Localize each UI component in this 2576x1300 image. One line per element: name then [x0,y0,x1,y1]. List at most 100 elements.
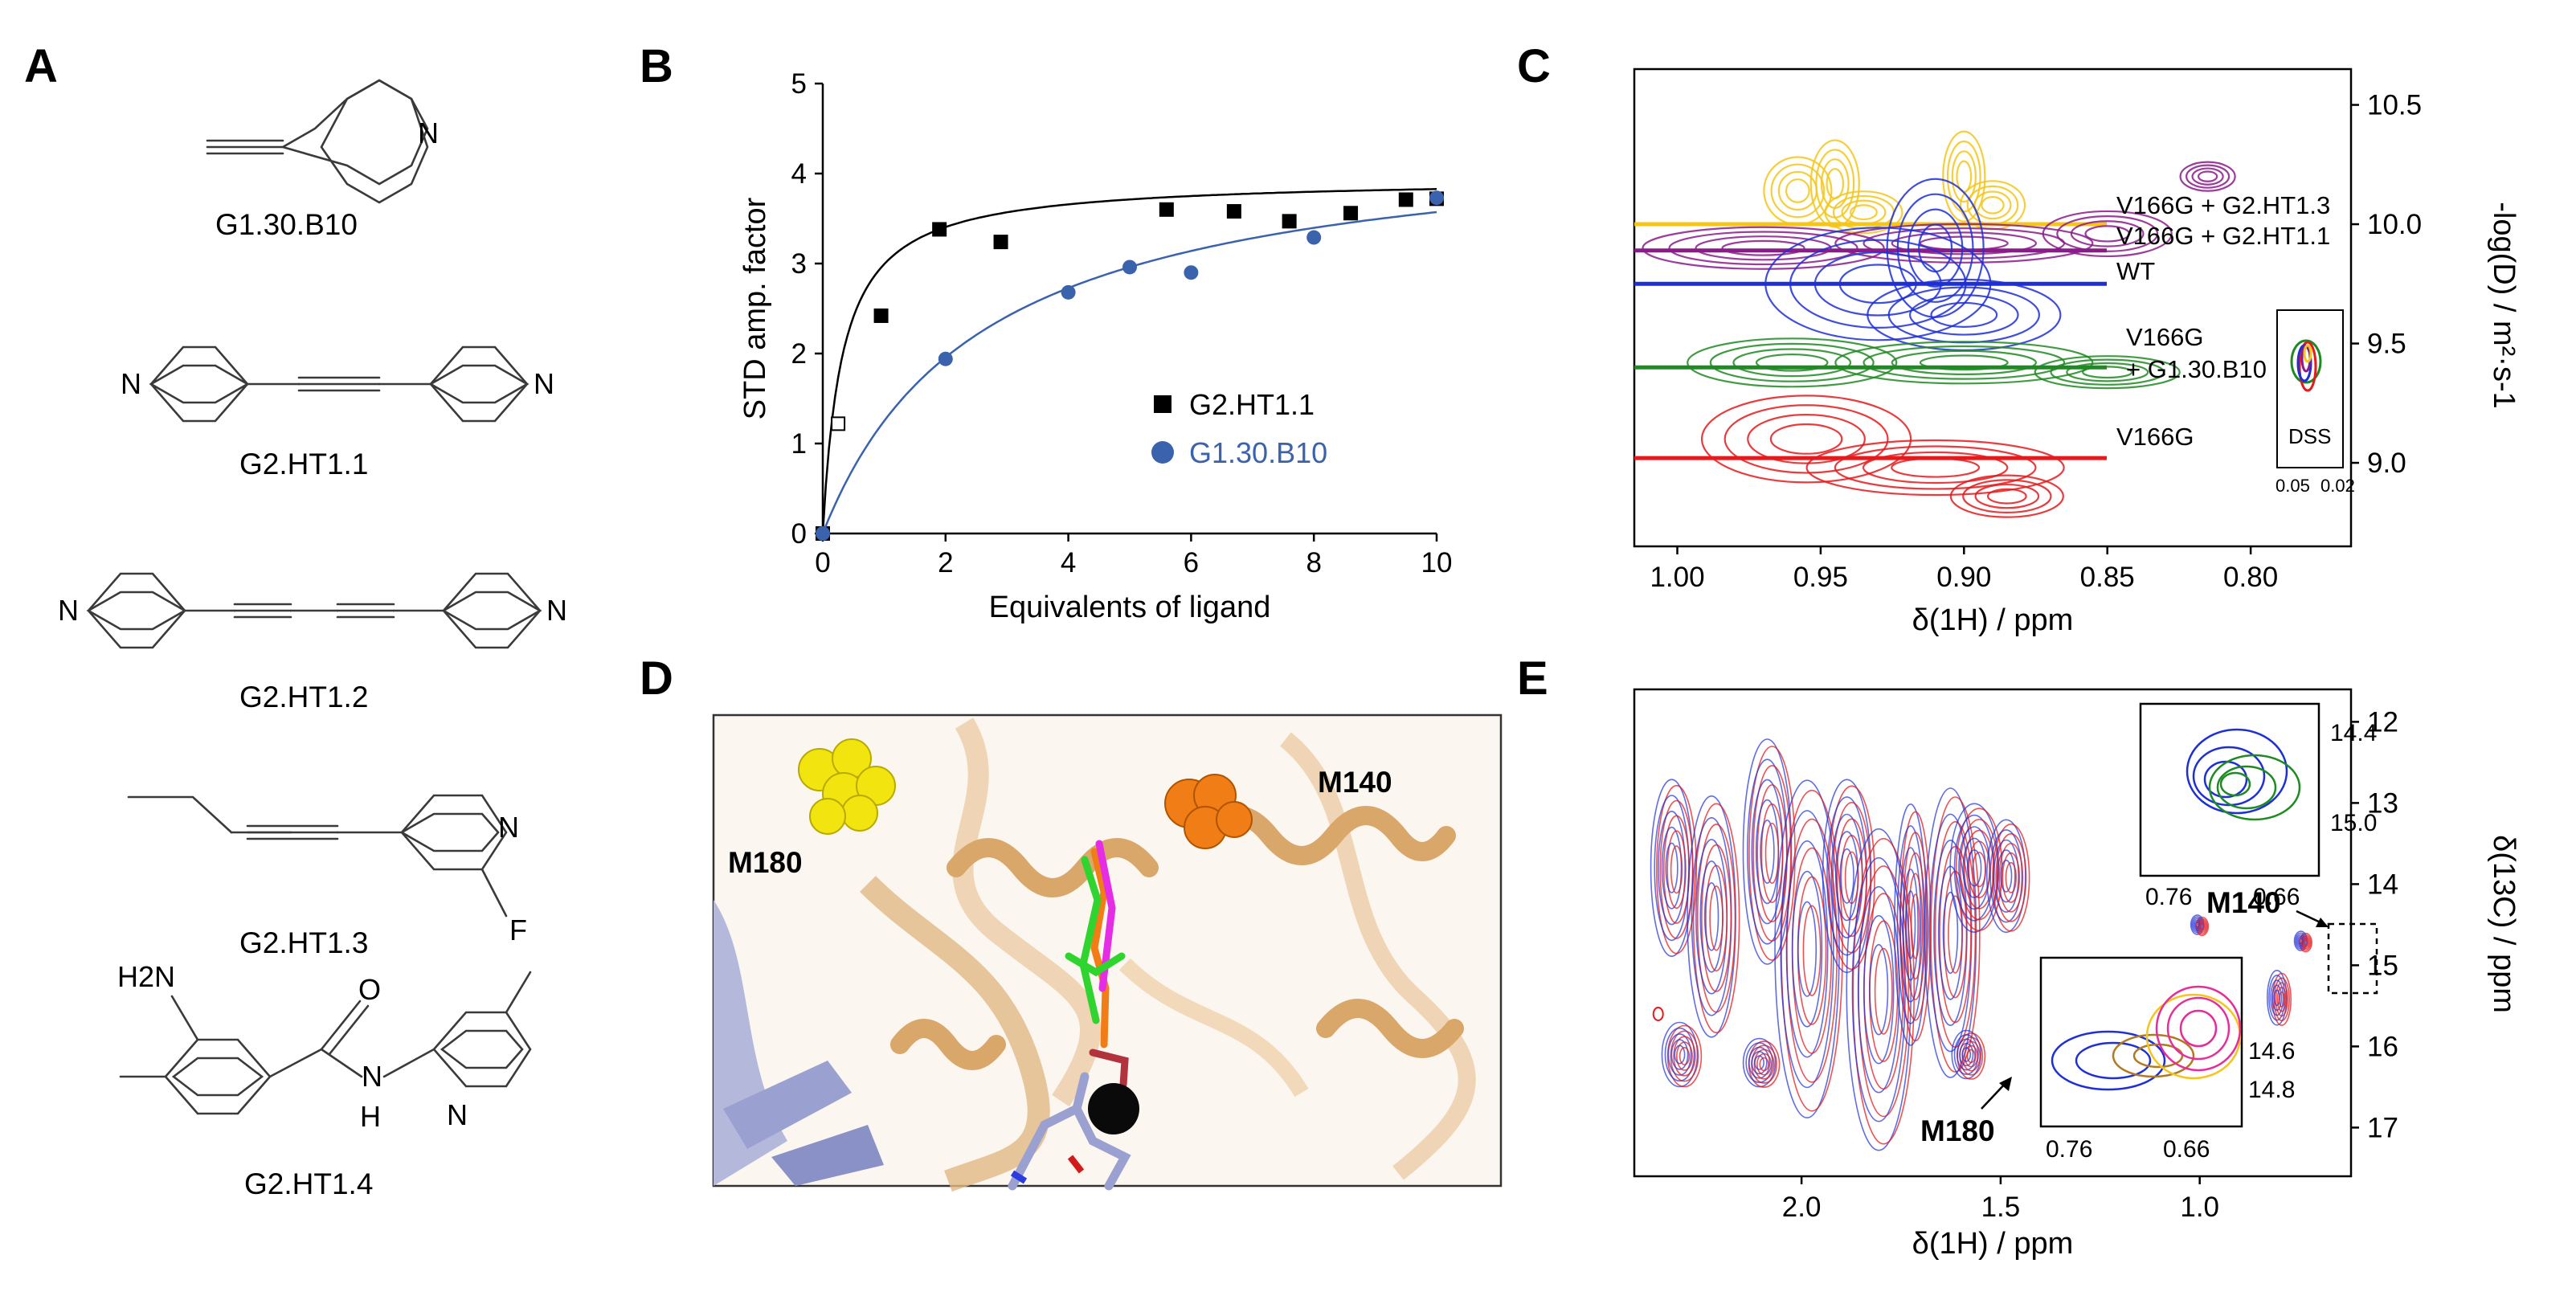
arrow-m180-head [1999,1077,2012,1091]
data-point-square [1282,214,1297,229]
contour-red [1656,784,1698,955]
contour-3 [2050,358,2165,386]
contour-red [1752,765,1792,942]
contour-blue [1797,901,1818,997]
contour-0 [1973,190,2012,220]
contour-4 [1834,445,2037,490]
contour-red [1709,885,1723,951]
data-point-square [873,308,889,323]
compound-name: G2.HT1.2 [239,681,368,713]
x-tick-label: 4 [1061,547,1076,578]
annotation-m140: M140 [2206,886,2281,919]
atom-n: N [121,367,141,400]
contour-4 [1986,488,2027,505]
contour-0 [1785,178,1810,203]
contour-3 [2066,362,2149,382]
contour-red [1756,1053,1773,1076]
contour-blue [1760,819,1775,884]
contour-2 [1907,208,1964,288]
inset-tick: 0.66 [2253,884,2300,910]
x-tick-label: 0 [815,547,830,578]
contour-1 [1695,235,1832,261]
contour-red [1968,840,1991,898]
inset-tick: 0.02 [2320,476,2355,496]
contour-4 [1891,457,1981,478]
contour-0 [1770,163,1826,219]
contour-blue [1667,1033,1692,1076]
data-point-circle [816,526,830,541]
contour-0 [1959,180,2026,231]
contour-4 [1805,439,2065,497]
contour-red [1670,845,1683,894]
plot-frame [1633,688,2353,1178]
contour-blue [1754,1055,1764,1070]
contour-blue [1894,803,1928,1046]
inset-tick: 0.05 [2275,476,2310,496]
fit-curve-0 [821,188,1437,534]
contour-0 [1981,195,2005,215]
contour-3 [1709,342,1875,382]
series-label: WT [2116,257,2155,285]
contour-red [1666,830,1687,910]
inset-bottom: 14.6 14.8 0.76 0.66 [2039,956,2295,1163]
contour-3 [1732,348,1852,378]
data-point-circle [1061,284,1076,300]
inset-tick: 15.0 [2330,810,2377,836]
contour-red [1802,905,1822,996]
contour-4 [1949,474,2064,518]
contour-0 [1942,130,1986,223]
plot-frame [1633,67,2353,548]
x-tick-label: 1.0 [2180,1192,2219,1223]
data-point-circle [1122,260,1137,275]
x-tick-label: 2 [938,547,953,578]
compound-name: G2.HT1.1 [239,448,368,480]
x-axis-label: δ(1H) / ppm [1912,1227,2074,1261]
dss-inset: DSS 0.05 0.02 [2275,309,2355,496]
contour-red [1998,842,2024,913]
contour-0 [1841,199,1887,225]
arrow-m140-head [2316,918,2329,927]
data-point-square [1343,206,1359,221]
panel-d: D [640,652,1503,1192]
contour-4 [1862,451,2009,484]
contour-2 [1909,294,2019,336]
contour-red [1907,873,1924,980]
y-axis-label: δ(13C) / ppm [2487,835,2521,1013]
atom-o: O [358,973,381,1006]
contour-3 [1687,337,1898,388]
atom-h: H [360,1100,381,1133]
series-label: V166G [2126,323,2204,351]
contour-3 [1891,350,2038,375]
data-point-square [1159,202,1174,217]
contour-4 [1723,404,1889,474]
y-tick-label: 16 [2367,1031,2398,1062]
contour-red [1764,822,1780,885]
contour-blue [1989,829,2023,923]
panel-letter-c: C [1517,40,1551,92]
contour-blue [1661,826,1683,910]
protein-structure [712,713,1503,1192]
contour-blue [1745,1042,1773,1084]
contour-blue [1687,795,1736,1038]
contour-blue [1785,840,1829,1058]
contour-blue [1956,1038,1977,1071]
contour-red [1910,893,1921,959]
contour-3 [1755,354,1829,372]
series-label: V166G + G2.HT1.1 [2116,222,2330,250]
panel-letter-a: A [24,40,58,92]
x-tick-label: 0.80 [2223,562,2278,593]
m140-highlight-box [2327,922,2378,995]
contour-0 [1850,204,1878,221]
inset-tick: 14.6 [2248,1038,2295,1065]
contour-blue [1742,738,1793,965]
contour-blue [1661,1021,1699,1088]
compound-name: G2.HT1.3 [239,926,368,959]
contour-blue [1924,787,1977,1078]
inset-tick: 0.76 [2145,884,2192,910]
contour-red [1701,844,1732,992]
x-axis-label: δ(1H) / ppm [1912,603,2074,637]
y-axis-label: STD amp. factor [738,197,772,419]
contour-blue [1869,943,1889,1036]
contour-red [1939,845,1972,1024]
contour-red [1972,852,1986,888]
